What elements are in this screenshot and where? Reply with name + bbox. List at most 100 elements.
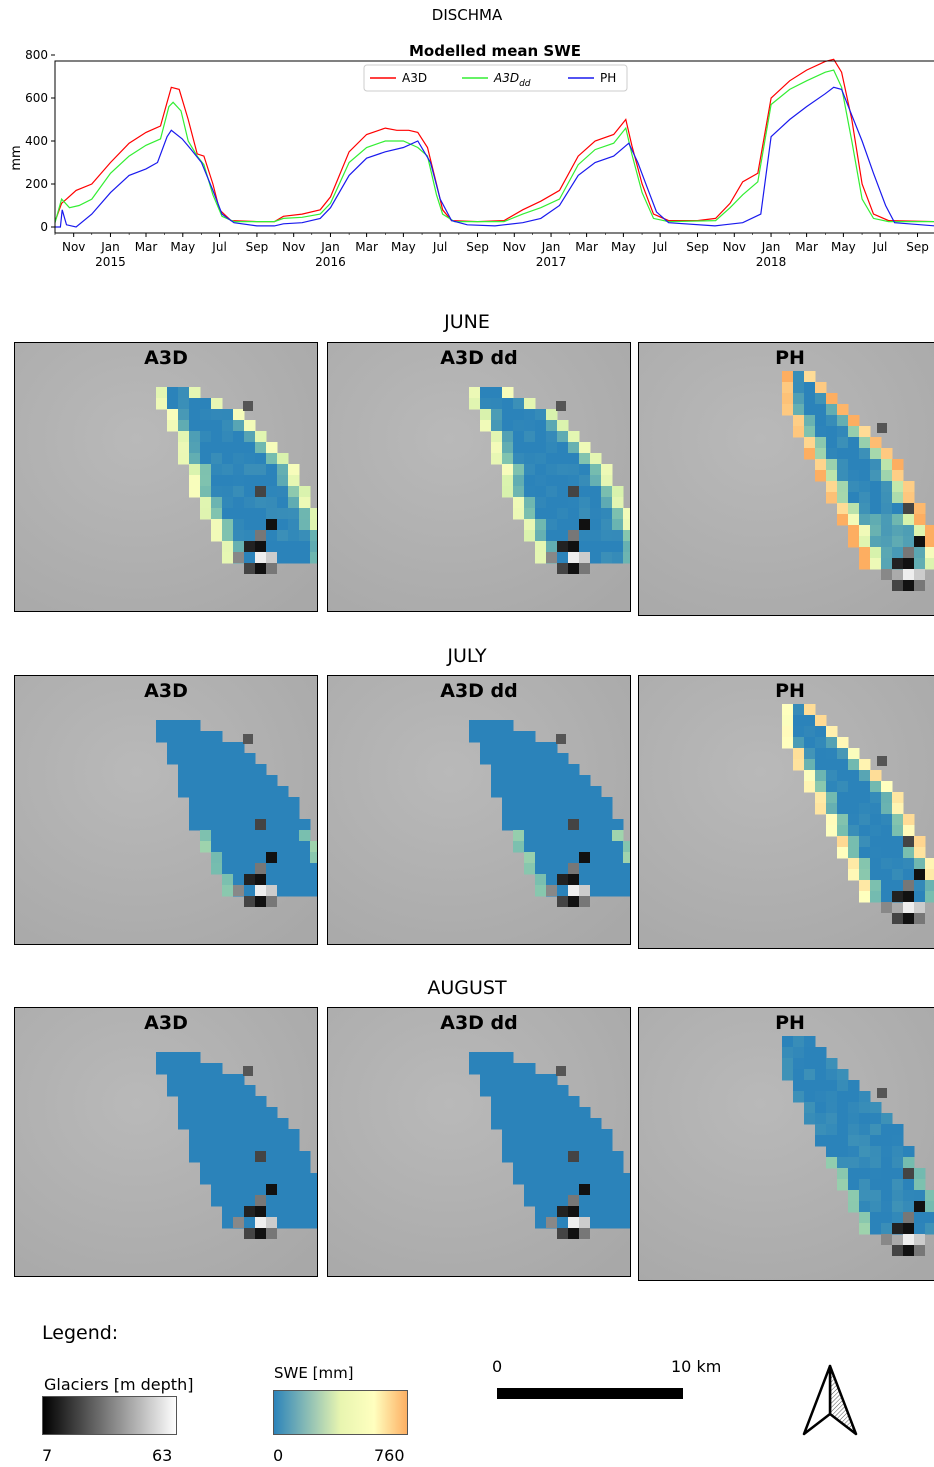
basin-cells xyxy=(469,720,630,897)
swe-cell xyxy=(211,841,223,853)
swe-cell xyxy=(881,803,893,815)
swe-cell xyxy=(804,737,816,749)
swe-cell xyxy=(178,753,190,765)
swe-cell xyxy=(859,492,871,504)
swe-cell xyxy=(590,1184,602,1196)
swe-cell xyxy=(255,1129,267,1141)
swe-cell xyxy=(557,764,569,776)
swe-cell xyxy=(200,819,212,831)
swe-cell xyxy=(310,1184,317,1196)
swe-cell xyxy=(568,1129,580,1141)
glacier-cell xyxy=(914,869,925,880)
swe-cell xyxy=(815,415,827,427)
swe-cell xyxy=(299,1206,311,1218)
swe-cell xyxy=(167,720,179,732)
swe-cell xyxy=(557,453,569,465)
swe-cell xyxy=(815,470,827,482)
swe-cell xyxy=(601,852,613,864)
swe-cell xyxy=(513,819,525,831)
swe-cell xyxy=(881,781,893,793)
swe-cell xyxy=(178,764,190,776)
glacier-cell xyxy=(546,885,557,896)
swe-cell xyxy=(524,863,536,875)
swe-cell xyxy=(288,852,300,864)
glacier-cell xyxy=(255,1195,266,1206)
swe-cell xyxy=(859,470,871,482)
swe-cell xyxy=(200,1096,212,1108)
glacier-cell xyxy=(903,1168,914,1179)
swe-cell xyxy=(524,464,536,476)
swe-cell xyxy=(310,885,317,897)
swe-cell xyxy=(244,852,256,864)
swe-cell xyxy=(502,742,514,754)
swe-cell xyxy=(848,814,860,826)
glacier-cell xyxy=(255,541,266,552)
glacier-cell xyxy=(914,569,925,580)
swe-cell xyxy=(535,852,547,864)
swe-cell xyxy=(178,431,190,443)
swe-cell xyxy=(513,764,525,776)
panel-title: PH xyxy=(775,347,805,369)
swe-cell xyxy=(612,1162,624,1174)
swe-cell xyxy=(535,1151,547,1163)
swe-map xyxy=(15,343,317,611)
swe-cell xyxy=(266,863,278,875)
glacier-cell xyxy=(903,902,914,913)
swe-cell xyxy=(513,1151,525,1163)
series-line-1 xyxy=(54,69,934,223)
swe-cell xyxy=(233,486,245,498)
swe-cell xyxy=(244,519,256,531)
swe-cell xyxy=(502,1140,514,1152)
swe-cell xyxy=(568,841,580,853)
swe-cell xyxy=(222,1151,234,1163)
swe-cell xyxy=(557,1129,569,1141)
swe-cell xyxy=(211,852,223,864)
swe-cell xyxy=(277,497,289,509)
swe-cell xyxy=(601,1140,613,1152)
swe-cell xyxy=(848,514,860,526)
swe-cell xyxy=(837,825,849,837)
swe-cell xyxy=(881,1179,893,1191)
swe-cell xyxy=(579,1140,591,1152)
swe-cell xyxy=(837,437,849,449)
swe-cell xyxy=(299,530,311,542)
swe-cell xyxy=(200,453,212,465)
swe-cell xyxy=(881,1113,893,1125)
swe-cell xyxy=(266,1118,278,1130)
swe-cell xyxy=(826,748,838,760)
swe-cell xyxy=(266,1206,278,1218)
swe-cell xyxy=(535,742,547,754)
swe-cell xyxy=(200,841,212,853)
swe-cell xyxy=(491,742,503,754)
swe-cell xyxy=(513,420,525,432)
swe-cell xyxy=(255,1107,267,1119)
swe-cell xyxy=(892,792,904,804)
swe-cell xyxy=(524,1085,536,1097)
swe-cell xyxy=(546,775,558,787)
swe-cell xyxy=(579,1173,591,1185)
glacier-cell xyxy=(568,530,579,541)
swe-cell xyxy=(579,775,591,787)
swe-cell xyxy=(557,786,569,798)
swe-cell xyxy=(244,486,256,498)
scalebar-ten-label: 10 km xyxy=(671,1357,722,1376)
swe-cell xyxy=(535,508,547,520)
swe-cell xyxy=(546,1085,558,1097)
swe-cell xyxy=(266,541,278,553)
swe-cell xyxy=(288,1129,300,1141)
swe-cell xyxy=(870,1201,882,1213)
swe-cell xyxy=(804,437,816,449)
swe-cell xyxy=(925,547,934,559)
swe-cell xyxy=(513,497,525,509)
swe-cell xyxy=(837,847,849,859)
swe-cell xyxy=(881,1135,893,1147)
swe-cell xyxy=(837,759,849,771)
glacier-cell xyxy=(892,913,903,924)
swe-cell xyxy=(579,453,591,465)
glacier-cell xyxy=(903,580,914,591)
glacier-ramp-min: 7 xyxy=(42,1446,53,1465)
swe-cell xyxy=(178,1107,190,1119)
swe-cell xyxy=(244,841,256,853)
swe-cell xyxy=(903,481,915,493)
swe-cell xyxy=(859,781,871,793)
